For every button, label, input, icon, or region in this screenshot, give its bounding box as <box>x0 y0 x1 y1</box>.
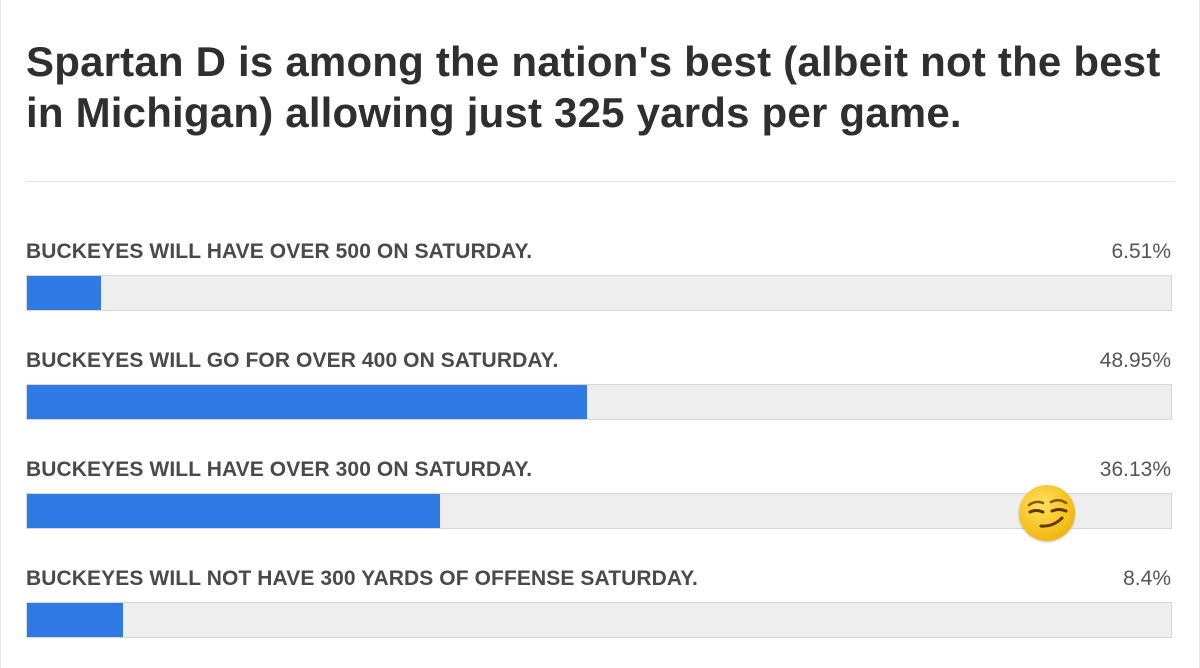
option-label: BUCKEYES WILL HAVE OVER 300 ON SATURDAY. <box>26 458 533 481</box>
poll-option[interactable]: BUCKEYES WILL GO FOR OVER 400 ON SATURDA… <box>26 349 1174 458</box>
result-bar-fill <box>27 385 587 419</box>
option-label: BUCKEYES WILL NOT HAVE 300 YARDS OF OFFE… <box>26 567 698 590</box>
poll-option[interactable]: BUCKEYES WILL HAVE OVER 500 ON SATURDAY.… <box>26 240 1174 349</box>
divider <box>26 181 1174 182</box>
result-bar-fill <box>27 494 441 528</box>
result-bar-track <box>26 384 1172 420</box>
poll-options: BUCKEYES WILL HAVE OVER 500 ON SATURDAY.… <box>26 240 1174 668</box>
result-bar-track <box>26 275 1172 311</box>
result-bar-fill <box>27 276 102 310</box>
option-percent: 48.95% <box>1099 349 1171 372</box>
option-percent: 8.4% <box>1123 567 1171 590</box>
result-bar-track <box>26 602 1172 638</box>
option-label: BUCKEYES WILL HAVE OVER 500 ON SATURDAY. <box>26 240 533 263</box>
poll-option[interactable]: BUCKEYES WILL NOT HAVE 300 YARDS OF OFFE… <box>26 567 1174 668</box>
smirking-face-emoji-icon <box>1019 485 1075 541</box>
poll-title: Spartan D is among the nation's best (al… <box>26 38 1161 136</box>
result-bar-track <box>26 493 1172 529</box>
option-label: BUCKEYES WILL GO FOR OVER 400 ON SATURDA… <box>26 349 559 372</box>
poll-option[interactable]: BUCKEYES WILL HAVE OVER 300 ON SATURDAY.… <box>26 458 1174 567</box>
result-bar-fill <box>27 603 124 637</box>
option-percent: 6.51% <box>1111 240 1171 263</box>
option-percent: 36.13% <box>1099 458 1171 481</box>
